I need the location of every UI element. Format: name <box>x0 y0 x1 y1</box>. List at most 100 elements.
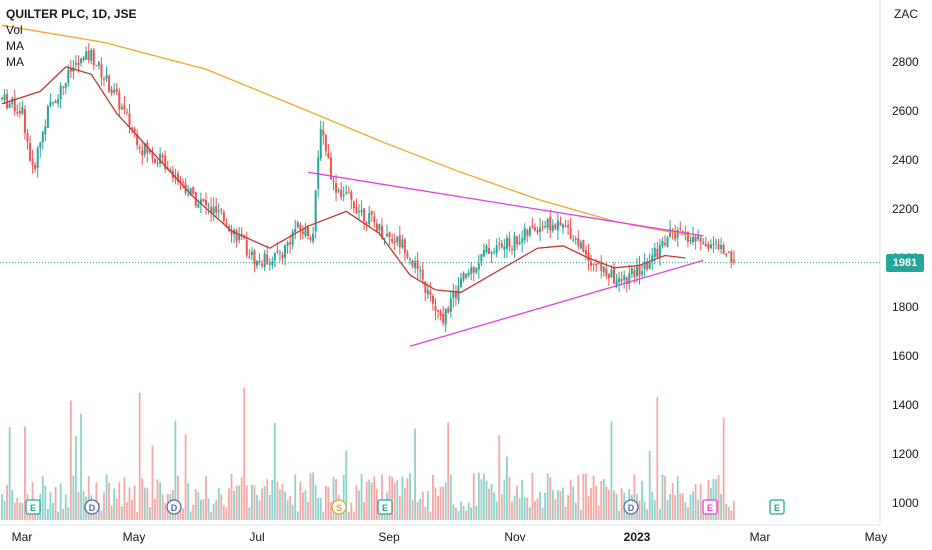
volume-bar <box>587 496 590 520</box>
candle-body <box>426 289 429 295</box>
candle-body <box>118 91 121 110</box>
candle-body <box>613 268 615 284</box>
candle-body <box>220 209 223 211</box>
volume-bar <box>281 483 284 520</box>
volume-bar <box>350 502 353 520</box>
volume-bar <box>98 503 100 520</box>
volume-bar <box>80 413 82 520</box>
volume-bar <box>551 490 554 520</box>
candle-body <box>1 97 3 99</box>
candle-body <box>54 100 57 104</box>
volume-bar <box>21 503 24 520</box>
volume-bar <box>207 498 210 520</box>
volume-bar <box>541 507 544 520</box>
candle-body <box>513 235 516 251</box>
candle-body <box>39 142 42 148</box>
ma-indicator-label-2[interactable]: MA <box>6 55 24 69</box>
volume-bar <box>57 511 59 520</box>
candle-body <box>388 231 391 238</box>
volume-bar <box>699 483 702 520</box>
volume-bar <box>202 498 205 520</box>
candle-body <box>452 290 455 299</box>
volume-bar <box>664 476 666 520</box>
volume-bar <box>495 501 498 520</box>
candle-body <box>215 205 218 213</box>
candle-body <box>271 261 274 266</box>
volume-bar <box>13 502 16 520</box>
candle-body <box>235 229 238 242</box>
candle-body <box>284 245 287 258</box>
volume-bar <box>442 486 445 520</box>
volume-bar <box>299 481 302 520</box>
candle-body <box>21 107 24 114</box>
candle-body <box>717 244 720 250</box>
volume-bar <box>406 478 409 520</box>
candle-body <box>261 263 264 266</box>
candle-body <box>202 198 205 202</box>
candle-body <box>618 277 621 283</box>
volume-bar <box>585 473 587 520</box>
candle-body <box>658 245 661 258</box>
volume-bar <box>401 476 404 520</box>
volume-bar <box>133 485 136 520</box>
volume-bar <box>261 488 263 520</box>
volume-bar <box>230 473 233 520</box>
volume-bar <box>689 494 692 520</box>
volume-bar <box>238 485 241 520</box>
candle-body <box>398 235 401 248</box>
candle-body <box>730 251 733 263</box>
event-marker <box>84 499 100 515</box>
ma-indicator-label-1[interactable]: MA <box>6 39 24 53</box>
candle-body <box>97 61 100 66</box>
candle-body <box>664 242 666 245</box>
volume-bar <box>381 474 383 520</box>
x-tick-label: Sep <box>378 530 400 544</box>
candle-body <box>179 179 182 183</box>
candle-body <box>319 129 322 159</box>
candle-body <box>337 190 340 192</box>
candle-body <box>462 273 465 280</box>
candle-body <box>128 113 131 126</box>
candle-body <box>375 223 378 233</box>
volume-bar <box>286 500 289 520</box>
candle-body <box>439 311 442 317</box>
x-tick-label: Mar <box>12 530 33 544</box>
volume-bar <box>452 504 455 520</box>
volume-bar <box>353 511 355 520</box>
candle-body <box>421 269 424 280</box>
candle-body <box>653 247 656 258</box>
candle-body <box>174 175 177 177</box>
candle-body <box>544 226 547 228</box>
volume-bar <box>3 500 6 520</box>
candle-body <box>597 263 600 265</box>
candle-body <box>508 238 511 247</box>
candle-body <box>141 150 144 156</box>
volume-bar <box>375 488 378 520</box>
candle-body <box>138 147 141 149</box>
volume-bar <box>559 490 562 520</box>
candle-body <box>536 230 539 233</box>
candle-body <box>712 243 715 246</box>
candle-body <box>360 210 363 213</box>
volume-bar <box>554 498 557 520</box>
volume-bar <box>472 473 475 520</box>
candle-body <box>406 252 409 258</box>
candle-body <box>460 278 462 287</box>
candle-body <box>291 231 294 245</box>
volume-bar <box>539 491 541 520</box>
candle-body <box>661 240 664 246</box>
candle-body <box>266 254 269 265</box>
volume-indicator-label[interactable]: Vol <box>6 23 23 37</box>
candle-body <box>309 237 312 240</box>
candle-body <box>431 295 434 304</box>
symbol-title[interactable]: QUILTER PLC, 1D, JSE <box>6 7 137 21</box>
candle-body <box>574 238 577 240</box>
candle-body <box>623 275 626 281</box>
candle-body <box>49 101 52 106</box>
candle-body <box>301 231 304 234</box>
volume-bar <box>409 473 411 520</box>
volume-bar <box>439 486 442 520</box>
candle-body <box>95 65 98 67</box>
volume-bar <box>659 508 661 520</box>
